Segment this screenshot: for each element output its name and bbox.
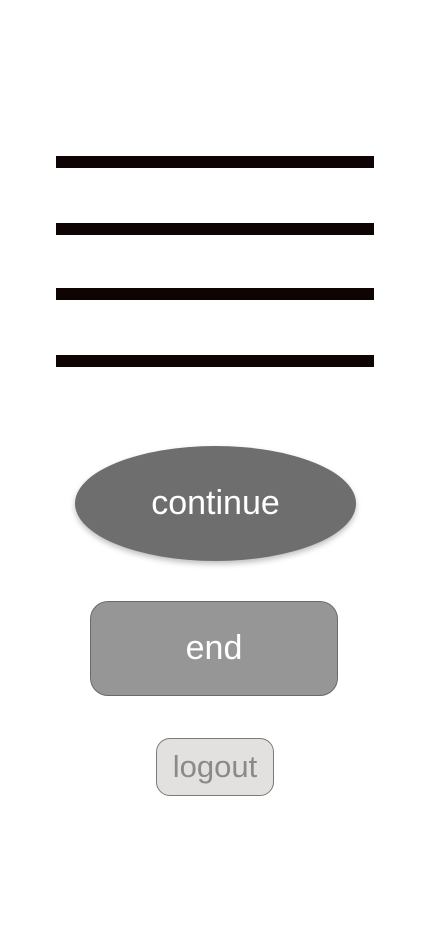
menu-bar-line — [56, 355, 374, 367]
menu-bar-line — [56, 288, 374, 300]
menu-bar-line — [56, 223, 374, 235]
menu-bar-line — [56, 156, 374, 168]
logout-button-label: logout — [172, 749, 258, 784]
continue-button-label: continue — [151, 484, 280, 522]
end-button[interactable]: end — [90, 601, 338, 696]
logout-button[interactable]: logout — [156, 738, 274, 796]
end-button-label: end — [185, 629, 243, 667]
continue-button[interactable]: continue — [75, 446, 356, 561]
